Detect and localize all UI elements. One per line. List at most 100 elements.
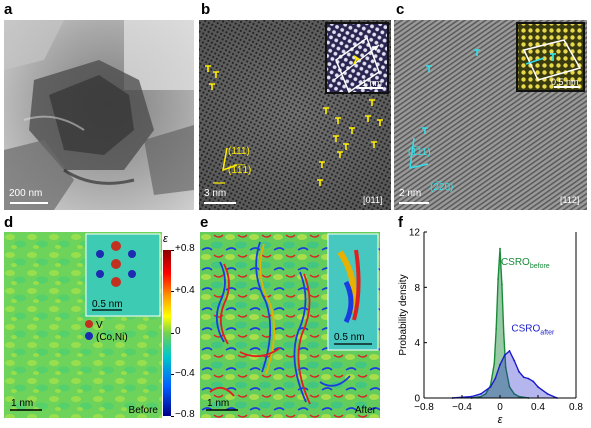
colorbar-tick-label: −0.4 [175, 367, 195, 379]
colorbar-tick [171, 415, 174, 417]
panel-d-inset [85, 233, 161, 317]
data-point-before [484, 392, 487, 395]
legend-coni-label: (Co,Ni) [96, 332, 128, 343]
data-point-after [546, 392, 549, 395]
x-tick-label: 0.8 [569, 402, 583, 413]
panel-c-inset [516, 22, 585, 92]
x-tick-label: −0.8 [414, 402, 434, 413]
data-point-before [499, 247, 501, 250]
colorbar-tick [171, 374, 174, 375]
y-axis-label: Probability density [398, 274, 409, 355]
y-tick-label: 4 [414, 338, 420, 349]
panel-b-scale-label: 3 nm [204, 188, 227, 199]
data-point-before [513, 392, 516, 395]
panel-c-label: c [396, 1, 405, 18]
data-point-after [494, 377, 497, 380]
hrtem-lattice-image-011: (111) (1̅1̅1) 1 nm [199, 20, 391, 210]
x-tick-label: 0 [497, 402, 503, 413]
panel-b-label: b [201, 1, 211, 18]
series-label-before: CSRObefore [501, 257, 550, 270]
panel-b-scale-bar [204, 202, 236, 204]
y-tick-label: 0 [414, 394, 420, 405]
x-tick-label: −0.4 [452, 402, 472, 413]
series-line-after [452, 349, 558, 399]
panel-c-scale-bar [399, 202, 429, 204]
panel-d-strain-map: 0.5 nm V (Co,Ni) 1 nm Before [4, 232, 162, 418]
panel-b-hrtem-image: (111) (1̅1̅1) 1 nm 3 nm [011] [199, 20, 391, 210]
y-tick-label: 12 [409, 228, 421, 239]
panel-a-tem-image: 200 nm [4, 20, 194, 210]
data-point-after [532, 380, 535, 383]
data-point-after [470, 395, 473, 398]
colorbar-tick-label: −0.8 [175, 409, 195, 420]
data-point-after [503, 354, 506, 357]
panel-c-plane-1: (1̅11) [408, 146, 431, 158]
panel-d-scale-label: 1 nm [11, 398, 33, 409]
data-point-after [527, 377, 530, 380]
panel-a-label: a [4, 1, 13, 18]
strain-distribution-chart: −0.8 −0.4 0 0.4 0.8 0 4 8 12 ε Probability density… [398, 228, 583, 426]
x-axis-label: ε [498, 414, 503, 426]
series-area-before [471, 248, 529, 398]
hrtem-lattice-image-112: (1̅11) (2̅20) 0.5 nm [394, 20, 587, 210]
data-point-before [495, 327, 498, 330]
series-label-after: CSROafter [511, 324, 555, 337]
x-tick-label: 0.4 [531, 402, 545, 413]
panel-e-inset-scale: 0.5 nm [334, 332, 365, 343]
panel-b-inset [325, 22, 389, 94]
data-point-before [501, 283, 503, 286]
panel-c-hrtem-image: (1̅11) (2̅20) 0.5 nm 2 nm [112] [394, 20, 587, 210]
colorbar-tick [171, 291, 174, 292]
panel-d-label: d [4, 214, 14, 231]
panel-f-label: f [398, 214, 403, 231]
colorbar-tick-label: 0 [175, 326, 181, 337]
data-point-after [480, 392, 482, 395]
legend-coni-marker [85, 332, 93, 340]
data-point-before [518, 395, 520, 398]
panel-e-state-label: After [355, 405, 377, 416]
colorbar-tick-label: +0.8 [175, 243, 195, 254]
dislocation-markers-cyan [422, 49, 480, 134]
data-point-after [537, 386, 539, 388]
data-point-after [513, 359, 516, 362]
panel-e-strain-map: 0.5 nm 1 nm After [200, 232, 380, 418]
colorbar-tick-label: +0.4 [175, 284, 195, 296]
data-point-before [504, 366, 507, 369]
panel-b-inset-scale: 1 nm [362, 78, 382, 88]
panel-a-scale-bar [10, 202, 48, 204]
colorbar-tick [171, 332, 174, 334]
data-point-after [489, 386, 492, 388]
panel-b-plane-2: (1̅1̅1) [228, 164, 251, 176]
panel-b-zone-axis: [011] [363, 195, 383, 205]
data-point-after [508, 350, 511, 352]
data-point-before [497, 278, 499, 280]
colorbar-tick [171, 249, 174, 251]
panel-e-inset: 0.5 nm [327, 233, 379, 351]
strain-map-before: 0.5 nm V (Co,Ni) 1 nm Before [4, 232, 162, 418]
y-tick-label: 8 [414, 283, 420, 294]
series-area-after [452, 350, 557, 398]
panel-c-inset-scale: 0.5 nm [551, 77, 579, 87]
data-point-before [502, 333, 505, 336]
panel-c-plane-2: (2̅20) [430, 181, 453, 193]
data-point-after [522, 376, 525, 379]
panel-d-state-label: Before [129, 405, 159, 416]
data-point-after [518, 370, 520, 373]
strain-map-after: 0.5 nm 1 nm After [200, 232, 380, 418]
panel-e-scale-label: 1 nm [207, 398, 229, 409]
strain-colorbar [163, 250, 171, 416]
panel-e-label: e [200, 214, 209, 231]
strain-dislocation-lines [209, 241, 351, 405]
data-point-before [480, 395, 482, 398]
data-point-after [499, 363, 501, 366]
tem-bright-field-image [4, 20, 194, 210]
panel-c-scale-label: 2 nm [399, 188, 422, 199]
panel-b-plane-1: (111) [228, 146, 250, 157]
legend-v-marker [85, 320, 93, 328]
panel-a-scale-label: 200 nm [9, 188, 43, 199]
colorbar-symbol: ε [163, 233, 168, 245]
panel-c-zone-axis: [112] [560, 195, 580, 205]
dislocation-markers-yellow [205, 65, 383, 186]
legend-v-label: V [96, 320, 103, 331]
data-point-before [508, 386, 511, 388]
